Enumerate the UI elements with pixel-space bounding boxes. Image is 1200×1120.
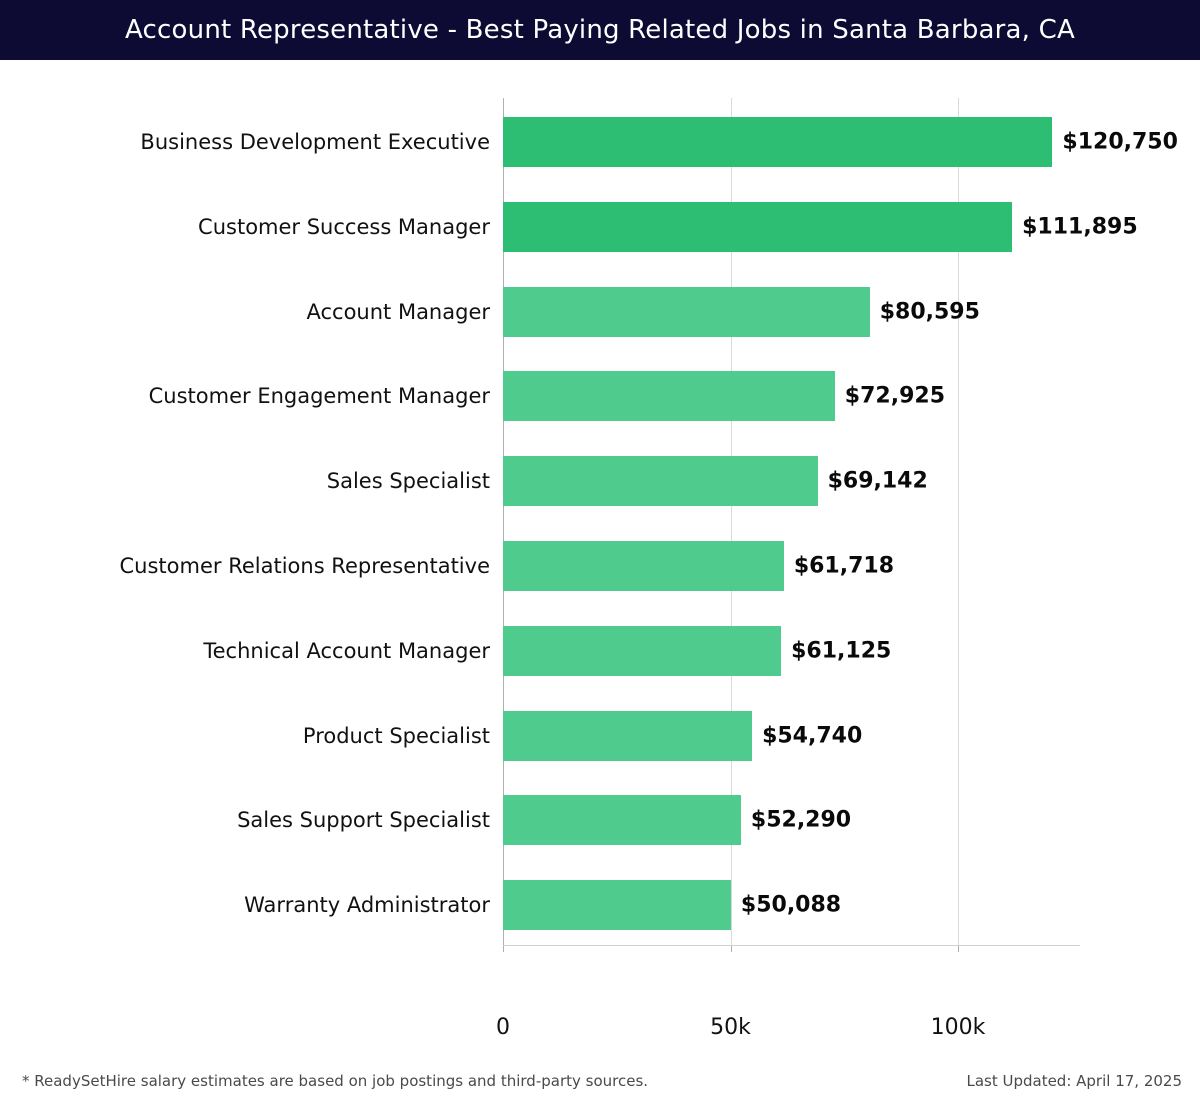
category-label: Technical Account Manager xyxy=(203,638,490,663)
page-title: Account Representative - Best Paying Rel… xyxy=(125,15,1075,45)
bar-row[interactable]: Customer Success Manager $111,895 xyxy=(0,201,1200,252)
category-label: Sales Support Specialist xyxy=(237,808,490,833)
bar-row[interactable]: Technical Account Manager $61,125 xyxy=(0,625,1200,676)
x-tick-label: 100k xyxy=(930,1015,986,1040)
x-tick-label: 50k xyxy=(710,1015,751,1040)
x-tick-label: 0 xyxy=(496,1015,510,1040)
footer-disclaimer: * ReadySetHire salary estimates are base… xyxy=(22,1072,649,1090)
x-axis-line xyxy=(503,945,1080,946)
category-label: Warranty Administrator xyxy=(244,893,490,918)
chart-header-bar: Account Representative - Best Paying Rel… xyxy=(0,0,1200,60)
y-axis-line xyxy=(503,98,504,945)
bar[interactable] xyxy=(503,286,870,337)
bar-value-label: $69,142 xyxy=(827,468,928,494)
category-label: Sales Specialist xyxy=(326,469,490,494)
bar-row[interactable]: Business Development Executive $120,750 xyxy=(0,117,1200,167)
bar[interactable] xyxy=(503,710,753,761)
bar[interactable] xyxy=(503,201,1013,252)
bar-row[interactable]: Customer Engagement Manager $72,925 xyxy=(0,371,1200,422)
chart-footer: * ReadySetHire salary estimates are base… xyxy=(0,1060,1200,1120)
bar-row[interactable]: Sales Support Specialist $52,290 xyxy=(0,795,1200,846)
bar-value-label: $80,595 xyxy=(879,299,980,325)
bar-value-label: $54,740 xyxy=(762,723,863,749)
x-tick-mark-0 xyxy=(503,945,504,952)
bar[interactable] xyxy=(503,371,835,422)
bar-row[interactable]: Account Manager $80,595 xyxy=(0,286,1200,337)
bar-value-label: $61,718 xyxy=(793,553,895,579)
bar[interactable] xyxy=(503,117,1053,167)
bar[interactable] xyxy=(503,625,782,676)
bar-value-label: $61,125 xyxy=(791,638,892,664)
bar-value-label: $50,088 xyxy=(740,892,842,918)
bar-chart: 0 50k 100k Business Development Executive $1… xyxy=(0,60,1200,1097)
bar-row[interactable]: Customer Relations Representative $61,718 xyxy=(0,541,1200,591)
gridline-x-50k xyxy=(730,98,732,945)
x-tick-mark-50k xyxy=(730,945,732,952)
x-tick-mark-100k xyxy=(958,945,959,952)
bar-row[interactable]: Warranty Administrator $50,088 xyxy=(0,880,1200,931)
category-label: Customer Success Manager xyxy=(198,214,490,239)
bar[interactable] xyxy=(503,541,784,591)
bar-value-label: $52,290 xyxy=(750,807,852,833)
bar-value-label: $72,925 xyxy=(844,383,945,409)
bar[interactable] xyxy=(503,880,731,931)
bar-row[interactable]: Product Specialist $54,740 xyxy=(0,710,1200,761)
bar-row[interactable]: Sales Specialist $69,142 xyxy=(0,456,1200,507)
category-label: Product Specialist xyxy=(302,723,490,748)
category-label: Business Development Executive xyxy=(140,130,490,154)
category-label: Customer Engagement Manager xyxy=(148,384,490,409)
bar[interactable] xyxy=(503,456,818,507)
category-label: Customer Relations Representative xyxy=(119,554,490,578)
category-label: Account Manager xyxy=(306,299,490,324)
bar[interactable] xyxy=(503,795,741,846)
footer-last-updated: Last Updated: April 17, 2025 xyxy=(966,1072,1182,1090)
bar-value-label: $120,750 xyxy=(1062,129,1178,155)
gridline-x-100k xyxy=(958,98,959,945)
bar-value-label: $111,895 xyxy=(1022,214,1138,240)
